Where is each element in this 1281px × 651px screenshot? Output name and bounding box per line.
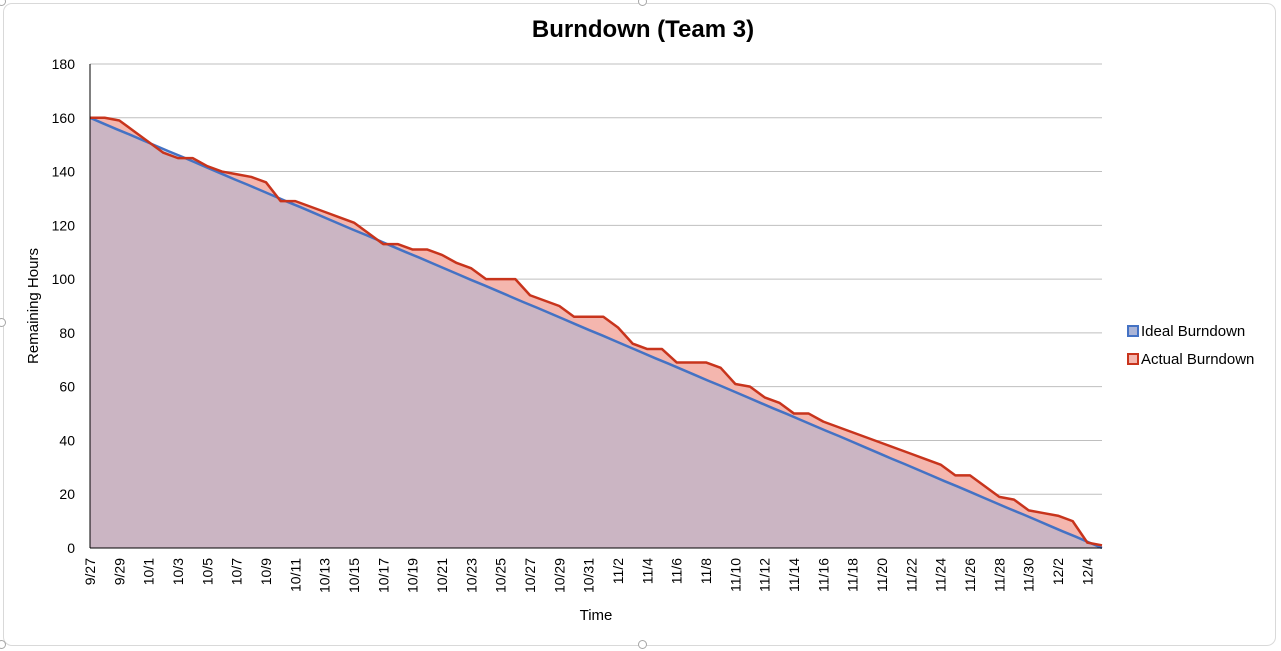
x-tick-11-26: 11/26 bbox=[962, 558, 978, 592]
y-tick-140: 140 bbox=[52, 164, 76, 180]
x-tick-11-10: 11/10 bbox=[727, 558, 743, 592]
actual-burndown-legend-label: Actual Burndown bbox=[1141, 351, 1254, 368]
x-tick-10-7: 10/7 bbox=[229, 558, 245, 585]
x-tick-11-12: 11/12 bbox=[757, 558, 773, 592]
x-tick-11-6: 11/6 bbox=[669, 558, 685, 584]
x-tick-10-29: 10/29 bbox=[551, 558, 567, 593]
x-tick-10-11: 10/11 bbox=[287, 558, 303, 592]
y-axis-title: Remaining Hours bbox=[25, 248, 42, 364]
y-tick-0: 0 bbox=[67, 540, 75, 556]
y-tick-120: 120 bbox=[52, 217, 76, 233]
resize-handle-bottom-middle[interactable] bbox=[638, 640, 647, 649]
resize-handle-top-middle[interactable] bbox=[638, 0, 647, 6]
x-tick-10-1: 10/1 bbox=[141, 558, 157, 585]
resize-handle-top-left[interactable] bbox=[0, 0, 6, 6]
actual-burndown-legend-swatch bbox=[1127, 353, 1139, 365]
x-tick-labels: 9/27 9/29 10/1 10/3 10/5 10/7 10/9 10/11 10/13 10… bbox=[82, 558, 1095, 593]
x-tick-12-2: 12/2 bbox=[1050, 558, 1066, 585]
x-tick-10-9: 10/9 bbox=[258, 558, 274, 585]
x-tick-10-13: 10/13 bbox=[317, 558, 333, 593]
resize-handle-bottom-left[interactable] bbox=[0, 640, 6, 649]
y-tick-20: 20 bbox=[59, 486, 75, 502]
x-tick-10-21: 10/21 bbox=[434, 558, 450, 593]
x-tick-10-17: 10/17 bbox=[375, 558, 391, 593]
x-tick-10-31: 10/31 bbox=[581, 558, 597, 593]
x-tick-12-4: 12/4 bbox=[1079, 558, 1095, 585]
x-tick-11-22: 11/22 bbox=[903, 558, 919, 592]
x-tick-11-24: 11/24 bbox=[933, 558, 949, 592]
x-tick-11-18: 11/18 bbox=[845, 558, 861, 592]
x-tick-11-8: 11/8 bbox=[698, 558, 714, 584]
x-tick-11-20: 11/20 bbox=[874, 558, 890, 592]
x-tick-11-4: 11/4 bbox=[639, 558, 655, 584]
y-tick-160: 160 bbox=[52, 110, 76, 126]
actual-burndown-line bbox=[90, 116, 1103, 547]
x-tick-10-23: 10/23 bbox=[463, 558, 479, 593]
ideal-burndown-legend-label: Ideal Burndown bbox=[1141, 323, 1245, 340]
ideal-burndown-legend-swatch bbox=[1127, 325, 1139, 337]
resize-handle-middle-left[interactable] bbox=[0, 318, 6, 327]
series-lines bbox=[89, 116, 1103, 550]
chart-title: Burndown (Team 3) bbox=[532, 16, 754, 43]
x-tick-11-28: 11/28 bbox=[991, 558, 1007, 592]
x-tick-10-5: 10/5 bbox=[199, 558, 215, 585]
x-tick-9-27: 9/27 bbox=[82, 558, 98, 585]
y-tick-40: 40 bbox=[59, 432, 75, 448]
y-tick-labels: 0 20 40 60 80 100 120 140 160 180 bbox=[52, 56, 76, 556]
x-tick-9-29: 9/29 bbox=[111, 558, 127, 585]
ideal-burndown-line bbox=[89, 116, 1103, 550]
x-tick-10-19: 10/19 bbox=[405, 558, 421, 593]
y-tick-100: 100 bbox=[52, 271, 76, 287]
x-tick-10-27: 10/27 bbox=[522, 558, 538, 593]
y-tick-180: 180 bbox=[52, 56, 76, 72]
axes bbox=[89, 64, 1102, 549]
x-tick-11-30: 11/30 bbox=[1021, 558, 1037, 592]
x-tick-11-2: 11/2 bbox=[610, 558, 626, 584]
y-tick-80: 80 bbox=[59, 325, 75, 341]
x-tick-10-3: 10/3 bbox=[170, 558, 186, 585]
x-axis-title: Time bbox=[580, 607, 613, 624]
y-tick-60: 60 bbox=[59, 379, 75, 395]
legend: Ideal Burndown Actual Burndown bbox=[1127, 323, 1254, 368]
x-tick-10-25: 10/25 bbox=[493, 558, 509, 593]
x-tick-11-16: 11/16 bbox=[815, 558, 831, 592]
x-tick-10-15: 10/15 bbox=[346, 558, 362, 593]
x-tick-11-14: 11/14 bbox=[786, 558, 802, 592]
